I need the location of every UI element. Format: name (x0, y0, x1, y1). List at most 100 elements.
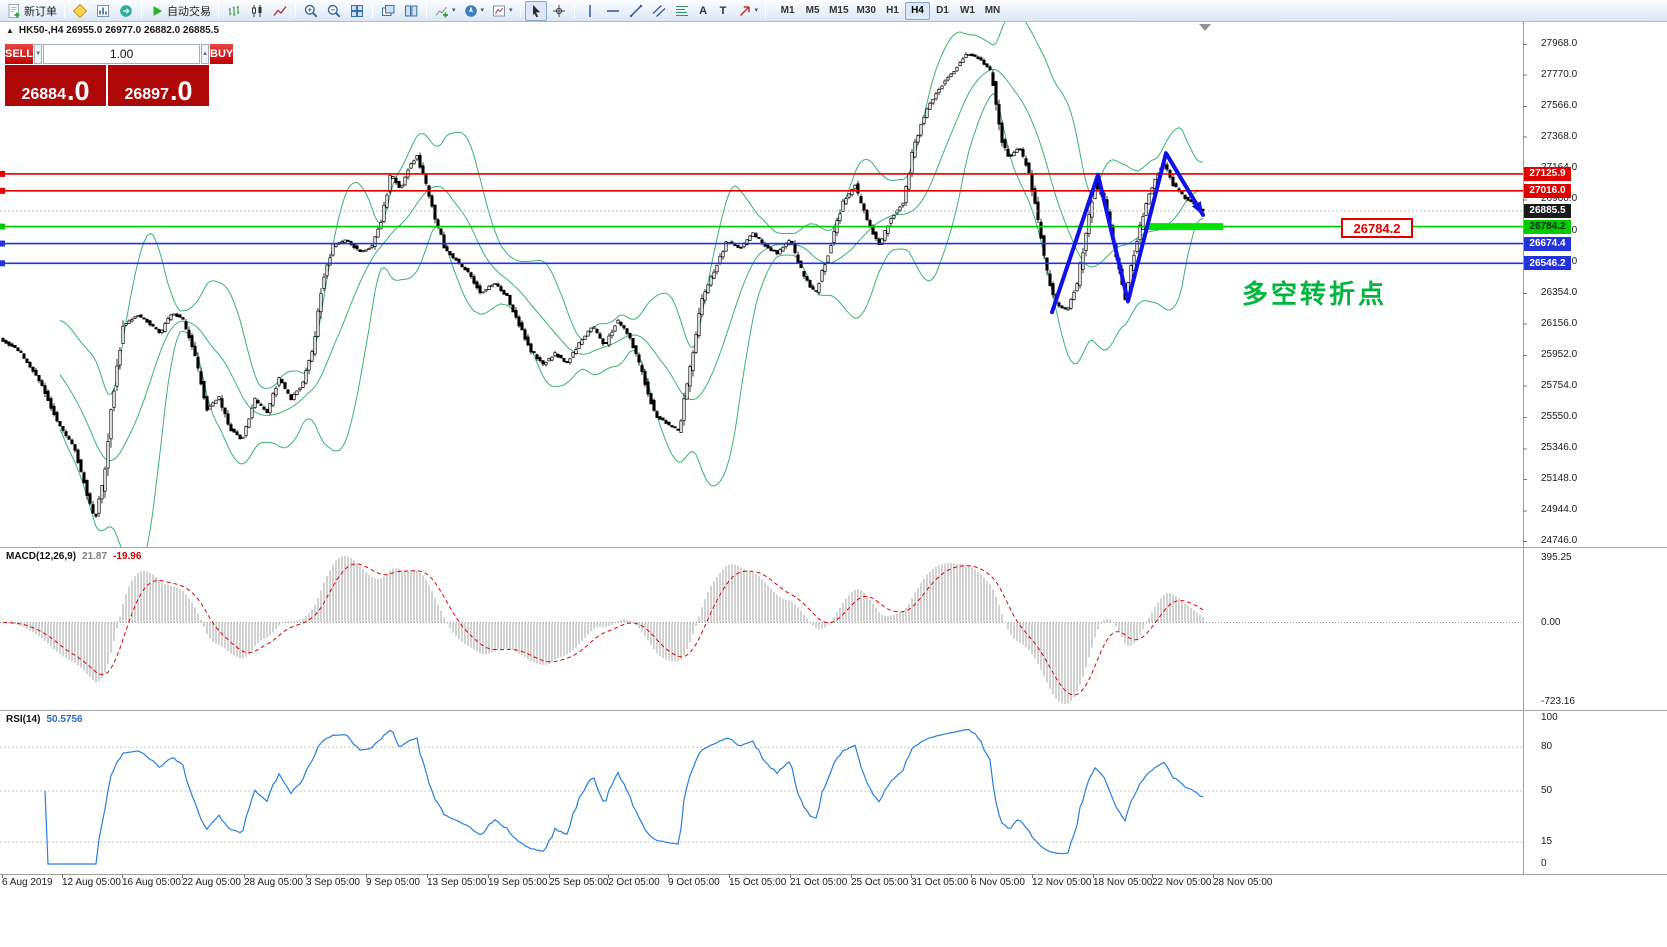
one-click-trading-panel: SELL ▼ ▲ BUY 26884 .0 26897 .0 (5, 44, 234, 106)
arrows-tool-icon[interactable]: ▾ (734, 1, 762, 21)
text-tool-glyph: A (699, 4, 708, 17)
text-tool-icon[interactable]: A (694, 1, 713, 21)
time-axis-label: 18 Nov 05:00 (1093, 877, 1153, 888)
channel-tool-icon[interactable] (648, 1, 670, 21)
scripts-icon[interactable] (115, 1, 137, 21)
candlesticks[interactable] (1, 52, 1205, 518)
autotrade-button[interactable]: 自动交易 (146, 1, 214, 21)
toolbar-separator (295, 3, 296, 18)
zoom-out-icon[interactable] (323, 1, 345, 21)
annotation-text-cn[interactable]: 多空转折点 (1242, 279, 1388, 309)
trendline-tool-icon[interactable] (625, 1, 647, 21)
volume-decrease-icon[interactable]: ▼ (34, 44, 43, 64)
add-indicator-icon[interactable]: ▾ (431, 1, 459, 21)
highlight-segment[interactable] (1148, 223, 1223, 231)
metaeditor-icon[interactable] (69, 1, 91, 21)
rsi-axis-label: 80 (1541, 741, 1553, 753)
time-axis-label: 12 Nov 05:00 (1032, 877, 1092, 888)
time-axis-label: 21 Oct 05:00 (790, 877, 848, 888)
level-left-marker (0, 223, 5, 230)
price-axis-label: 25952.0 (1541, 348, 1578, 360)
level-left-marker (0, 170, 5, 177)
horizontal-line-tool-icon[interactable] (602, 1, 624, 21)
timeframe-button-H4[interactable]: H4 (904, 1, 930, 20)
toolbar-separator (218, 3, 219, 18)
price-axis-label: 26156.0 (1541, 317, 1578, 329)
vertical-line-tool-icon[interactable] (579, 1, 601, 21)
line-chart-icon[interactable] (269, 1, 291, 21)
volume-input[interactable] (43, 44, 201, 64)
market-watch-icon[interactable] (92, 1, 114, 21)
level-left-marker (0, 187, 5, 194)
time-axis-label: 31 Oct 05:00 (911, 877, 969, 888)
timeframe-button-M15[interactable]: M15 (829, 5, 849, 16)
trade-panel-toggle-icon[interactable]: ▲ (6, 26, 14, 35)
timeframe-button-W1[interactable]: W1 (959, 5, 975, 16)
toolbar-separator (426, 3, 427, 18)
price-axis-label: 24746.0 (1541, 535, 1578, 546)
buy-price-display[interactable]: 26897 .0 (108, 65, 209, 106)
volume-increase-icon[interactable]: ▲ (201, 44, 210, 64)
zigzag-arrow[interactable] (1050, 151, 1205, 315)
bb-lower-band (59, 92, 1204, 547)
fibonacci-tool-icon[interactable] (671, 1, 693, 21)
rsi-indicator-label: RSI(14) 50.5756 (6, 714, 83, 725)
timeframe-button-D1[interactable]: D1 (936, 5, 949, 16)
rsi-plot (0, 728, 1523, 865)
bb-upper-band (59, 22, 1204, 395)
buy-button[interactable]: BUY (210, 44, 234, 64)
time-axis-label: 16 Aug 05:00 (122, 877, 181, 888)
price-axis-label: 25550.0 (1541, 410, 1578, 422)
text-label-tool-icon[interactable]: T (714, 1, 733, 21)
sell-price-display[interactable]: 26884 .0 (5, 65, 106, 106)
navigator-icon[interactable]: ▾ (460, 1, 488, 21)
rsi-line (44, 728, 1204, 865)
level-price-tag: 26784.2 (1524, 219, 1571, 234)
sell-price-decimal: .0 (66, 76, 90, 107)
level-price-tag: 26674.4 (1524, 236, 1571, 251)
timeframe-button-M1[interactable]: M1 (780, 5, 795, 16)
current-price-tag: 26885.5 (1524, 203, 1571, 218)
time-axis-label: 28 Aug 05:00 (244, 877, 303, 888)
zoom-in-icon[interactable] (300, 1, 322, 21)
level-left-marker (0, 240, 5, 247)
time-axis-label: 25 Sep 05:00 (549, 877, 609, 888)
price-axis-label: 27770.0 (1541, 68, 1578, 80)
tile-vertical-icon[interactable] (400, 1, 422, 21)
sell-button[interactable]: SELL (5, 44, 34, 64)
time-axis-label: 22 Aug 05:00 (182, 877, 241, 888)
rsi-axis-label: 0 (1541, 858, 1547, 869)
sell-price-base: 26884 (21, 86, 66, 103)
macd-main-value: 21.87 (82, 551, 108, 562)
timeframe-button-M30[interactable]: M30 (856, 5, 876, 16)
level-price-tag: 27125.9 (1524, 166, 1571, 181)
price-axis-label: 25754.0 (1541, 379, 1578, 391)
new-order-label: 新订单 (24, 5, 57, 18)
rsi-value: 50.5756 (46, 714, 83, 725)
crosshair-icon[interactable] (548, 1, 570, 21)
timeframe-button-H1[interactable]: H1 (886, 5, 899, 16)
cascade-windows-icon[interactable] (377, 1, 399, 21)
chart-template-icon[interactable]: ▾ (488, 1, 516, 21)
candlestick-chart-icon[interactable] (246, 1, 268, 21)
rsi-axis-label: 15 (1541, 836, 1553, 848)
price-callout-box[interactable]: 26784.2 (1341, 218, 1413, 238)
price-axis-label: 27368.0 (1541, 130, 1578, 142)
price-axis-label: 25346.0 (1541, 442, 1578, 454)
macd-signal-line (2, 563, 1204, 696)
bar-chart-icon[interactable] (223, 1, 245, 21)
macd-axis-label: 0.00 (1541, 616, 1561, 628)
time-axis-label: 19 Sep 05:00 (488, 877, 548, 888)
new-order-button[interactable]: 新订单 (3, 1, 60, 21)
timeframe-button-M5[interactable]: M5 (805, 5, 820, 16)
chart-shift-marker[interactable] (1199, 24, 1211, 31)
timeframe-button-MN[interactable]: MN (984, 5, 1001, 16)
macd-signal-value: -19.96 (113, 551, 142, 562)
time-axis-label: 6 Nov 05:00 (971, 877, 1025, 888)
tile-windows-icon[interactable] (346, 1, 368, 21)
time-axis-label: 12 Aug 05:00 (62, 877, 121, 888)
cursor-icon[interactable] (524, 0, 547, 21)
